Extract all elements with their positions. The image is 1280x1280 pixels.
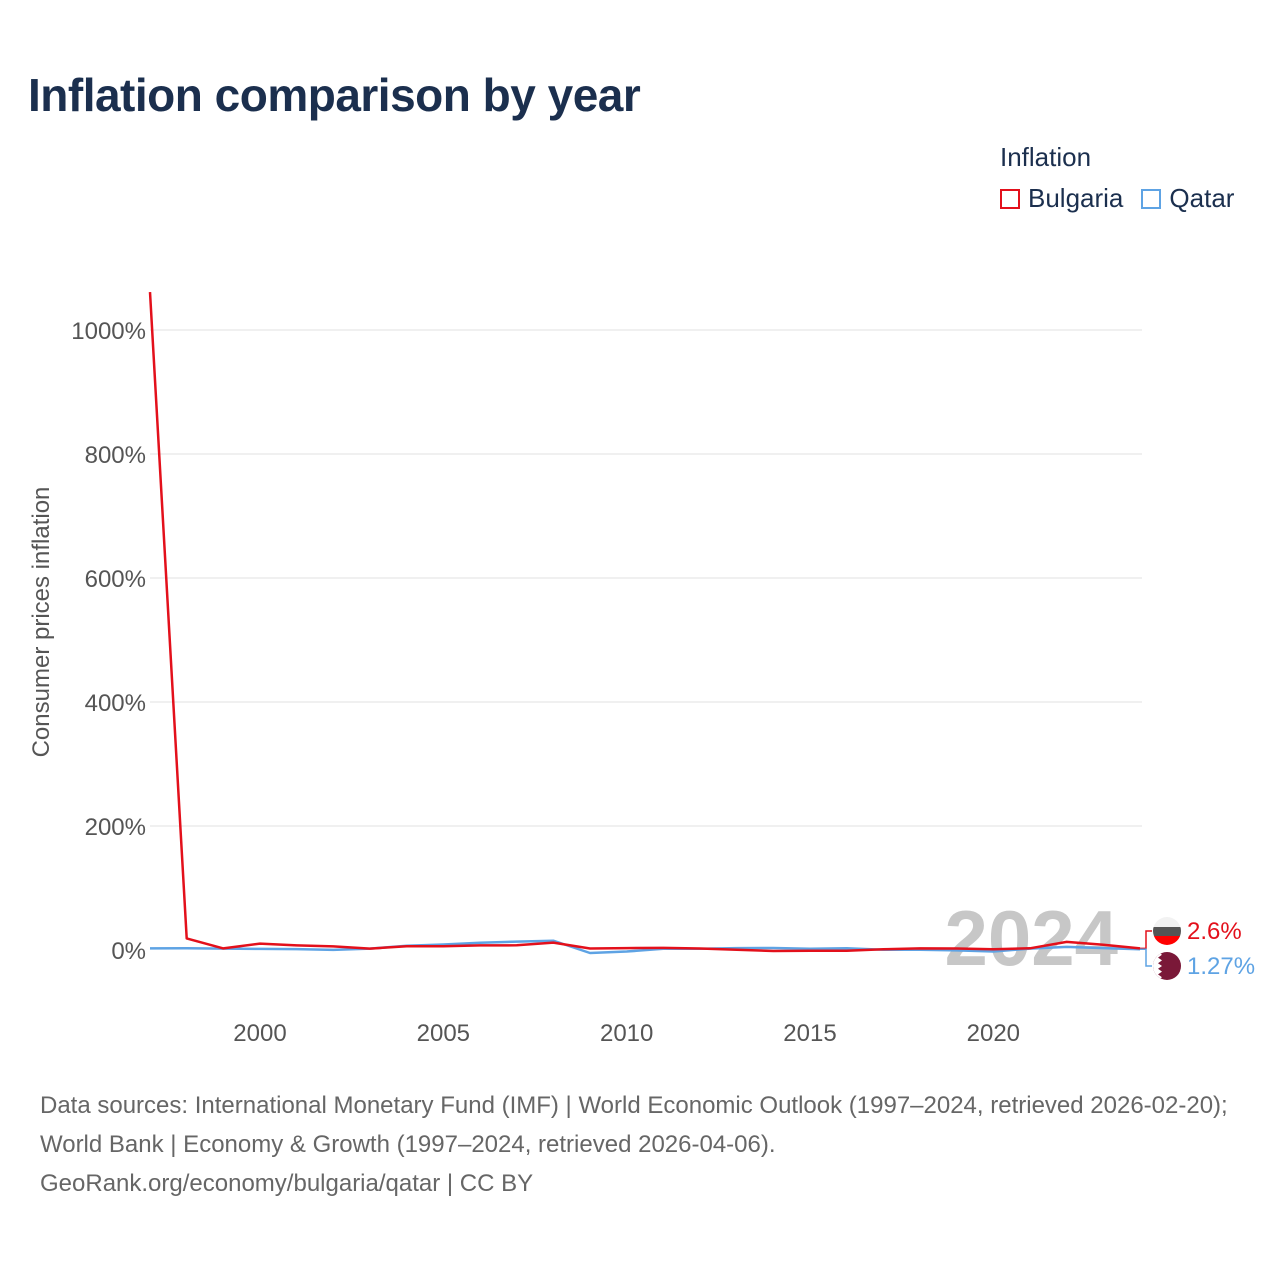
legend-label-qatar: Qatar: [1169, 183, 1235, 213]
legend-item-qatar[interactable]: Qatar: [1141, 183, 1234, 214]
series-line-qatar[interactable]: [149, 939, 1141, 955]
legend-item-bulgaria[interactable]: Bulgaria: [1000, 183, 1123, 214]
legend-swatch-bulgaria: [1000, 188, 1020, 209]
y-tick-label: 200%: [85, 814, 146, 841]
end-value-label-bulgaria: 2.6%: [1187, 918, 1242, 945]
end-connector: [1140, 930, 1152, 950]
series-line-bulgaria[interactable]: [148, 292, 1141, 953]
bulgaria-flag-icon: [1153, 917, 1181, 945]
y-tick-label: 0%: [111, 938, 146, 965]
legend-title: Inflation: [1000, 142, 1092, 172]
x-tick-label: 2020: [967, 1020, 1020, 1047]
x-tick-label: 2015: [783, 1020, 836, 1047]
y-tick-label: 400%: [85, 690, 146, 717]
line-chart: 0% 200% 400% 600% 800% 1000% 2000 2005 2010 2015…: [71, 292, 1255, 1047]
x-tick-label: 2000: [233, 1020, 286, 1047]
y-tick-label: 800%: [85, 442, 146, 469]
footer: Data sources: International Monetary Fun…: [40, 1086, 1250, 1203]
legend-swatch-qatar: [1141, 188, 1162, 209]
end-connector: [1140, 948, 1152, 967]
legend-label-bulgaria: Bulgaria: [1028, 183, 1124, 213]
chart-title: Inflation comparison by year: [28, 69, 641, 121]
y-tick-label: 1000%: [71, 318, 146, 345]
y-tick-label: 600%: [85, 566, 146, 593]
legend: Inflation Bulgaria Qatar: [1000, 142, 1234, 214]
footer-credit: GeoRank.org/economy/bulgaria/qatar | CC …: [40, 1170, 534, 1197]
year-watermark: 2024: [944, 894, 1118, 982]
qatar-flag-icon: [1153, 952, 1181, 980]
end-value-label-qatar: 1.27%: [1187, 953, 1255, 980]
x-tick-label: 2005: [417, 1020, 470, 1047]
x-tick-label: 2010: [600, 1020, 653, 1047]
footer-sources: Data sources: International Monetary Fun…: [40, 1092, 1228, 1158]
